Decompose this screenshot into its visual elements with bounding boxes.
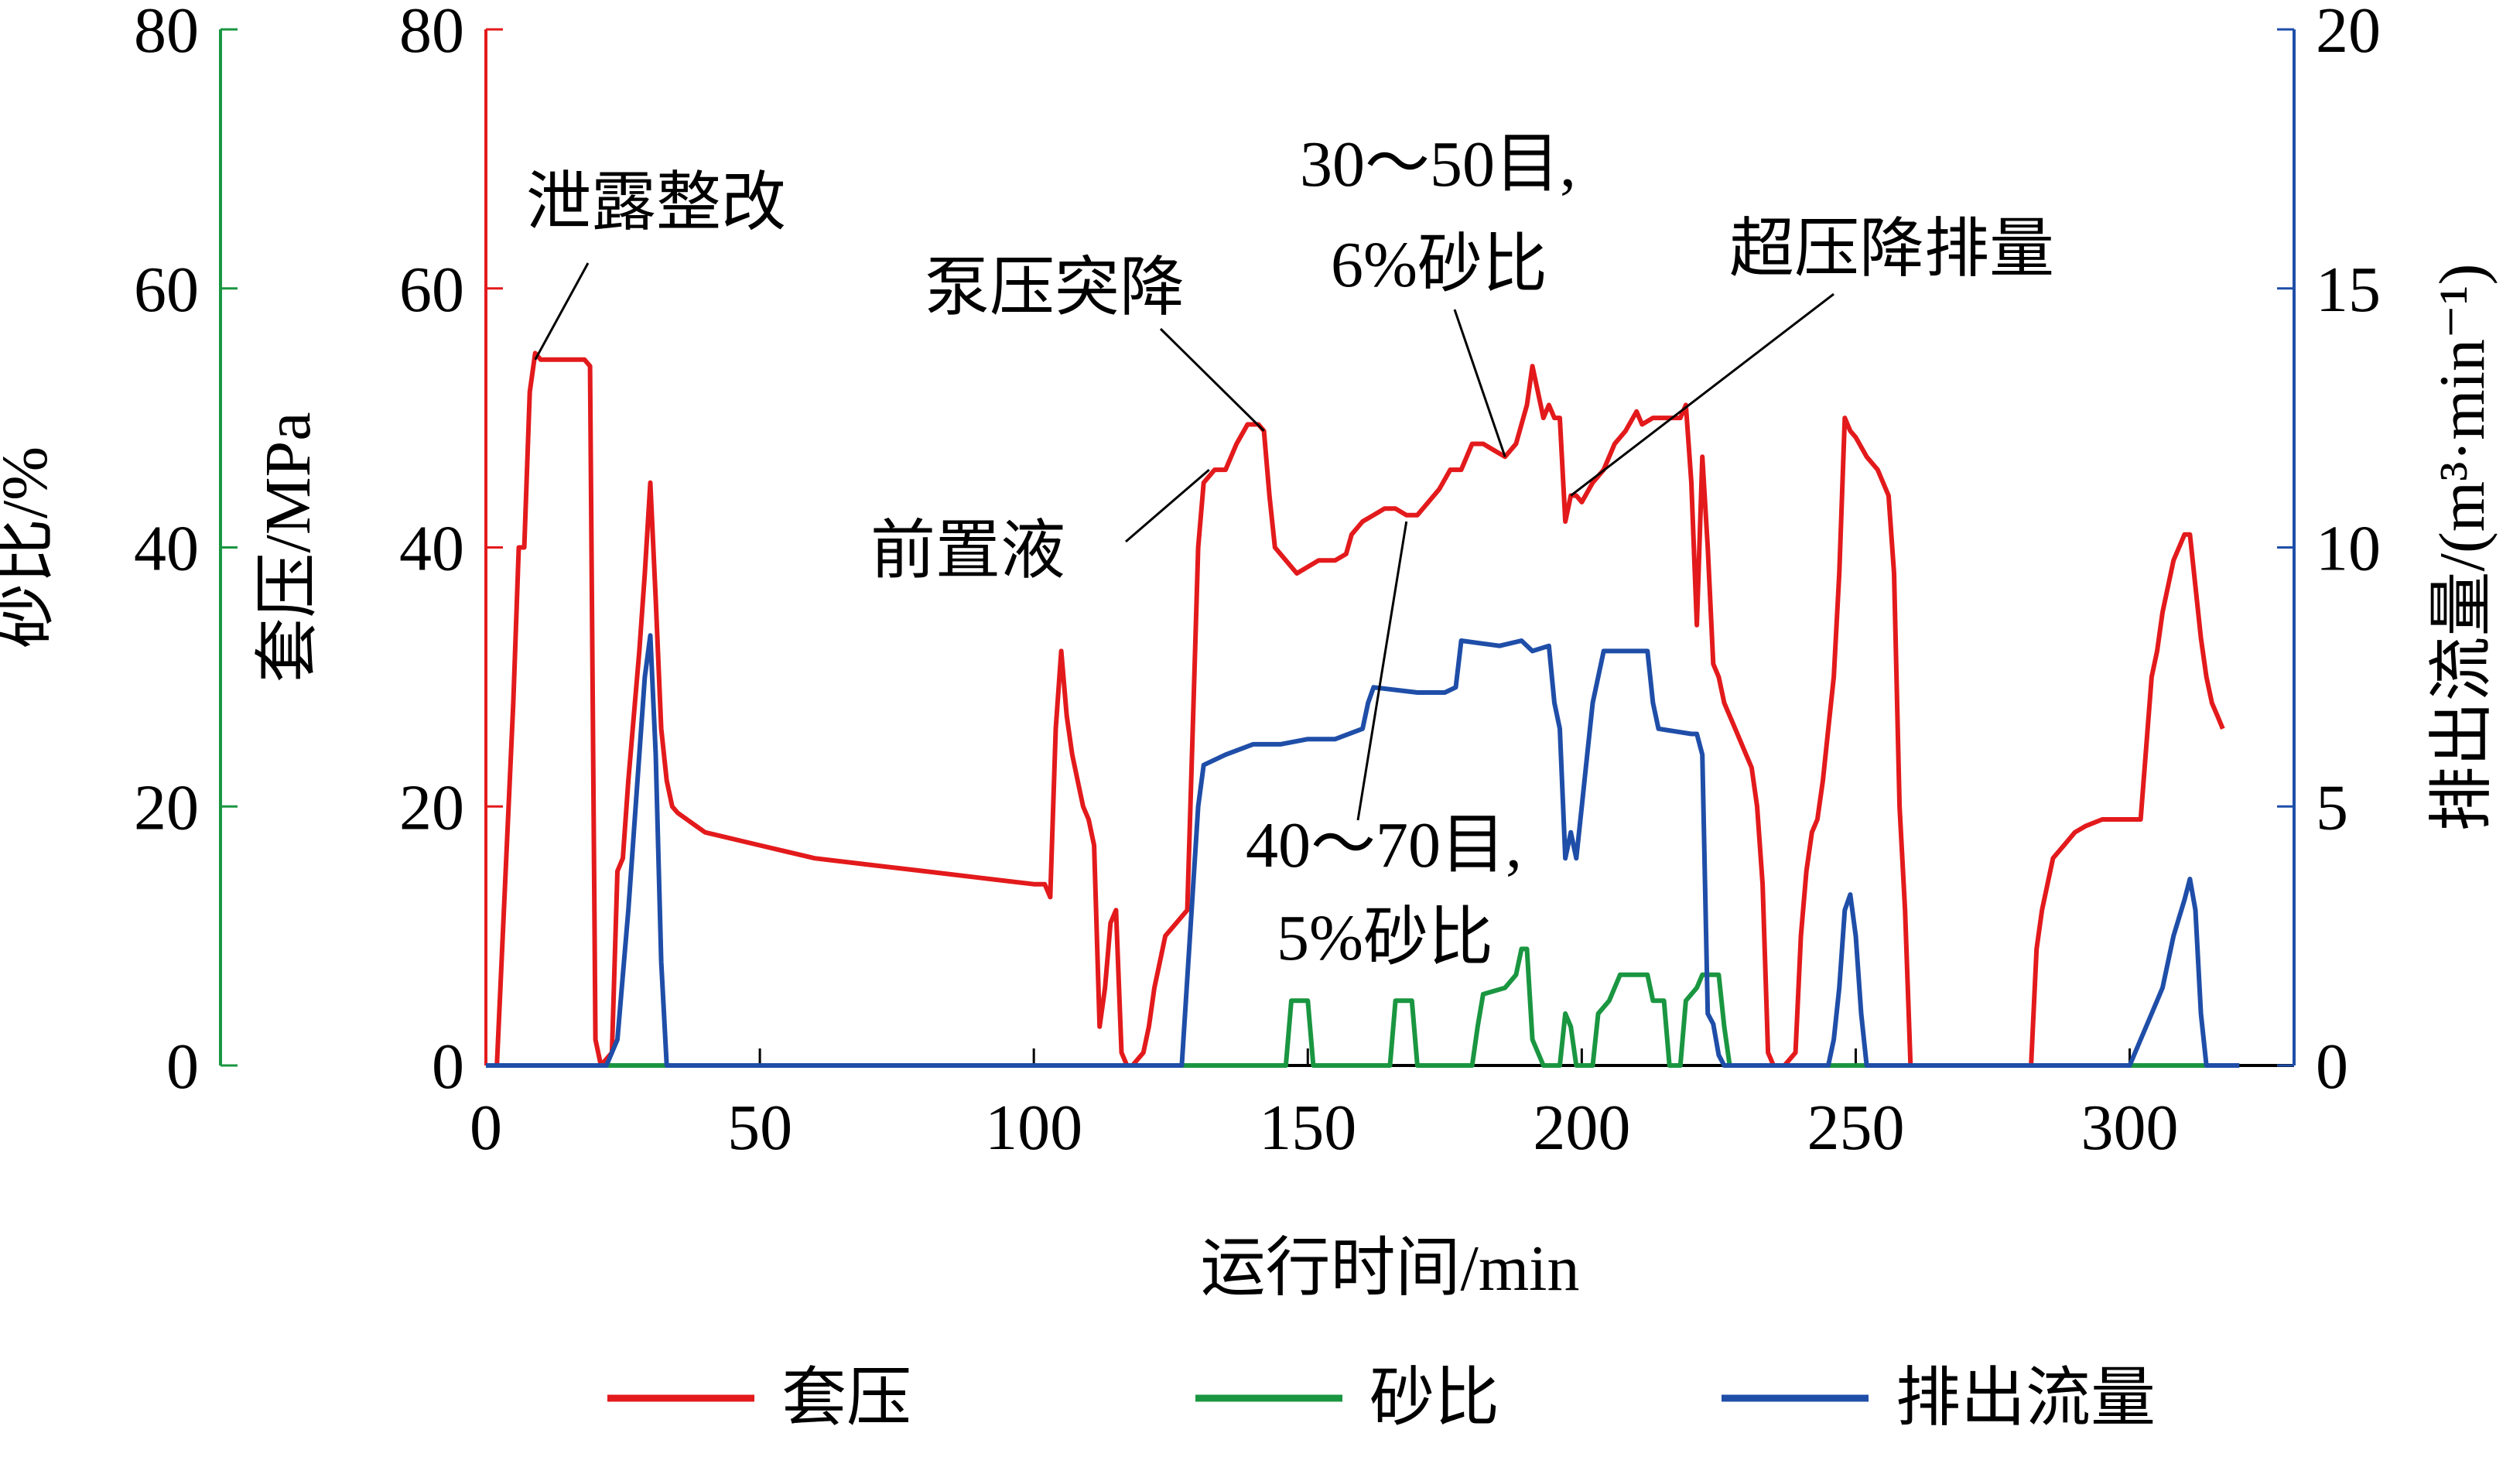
- flow-tick-label: 5: [2316, 771, 2348, 843]
- annotation-label: 40～70目,: [1246, 809, 1522, 881]
- annotation-label: 30～50目,: [1300, 128, 1576, 200]
- legend: 套压 砂比 排出流量: [607, 1363, 2156, 1435]
- x-tick-label: 150: [1259, 1092, 1356, 1164]
- flow-tick-label: 0: [2316, 1031, 2348, 1103]
- x-axis-title: 运行时间/min: [1200, 1233, 1579, 1305]
- annotation-label: 前置液: [870, 515, 1065, 587]
- x-tick-label: 0: [470, 1092, 502, 1164]
- pressure-tick-label: 0: [432, 1031, 464, 1103]
- series-layer: [486, 351, 2240, 1068]
- series-line-flow: [486, 633, 2240, 1068]
- sand-tick-label: 0: [166, 1031, 199, 1103]
- annotation-leader: [1453, 309, 1506, 457]
- pressure-tick-label: 40: [399, 513, 464, 585]
- annotation-label-line2: 6%砂比: [1331, 229, 1547, 301]
- flow-tick-label: 15: [2316, 254, 2381, 326]
- x-tick-label: 100: [985, 1092, 1082, 1164]
- annotation-label: 泄露整改: [526, 167, 786, 239]
- legend-label: 砂比: [1369, 1363, 1499, 1435]
- series-line-pressure: [494, 351, 2225, 1068]
- x-tick-label: 200: [1533, 1092, 1630, 1164]
- sand-tick-label: 60: [134, 254, 199, 326]
- annotation-leader: [1125, 468, 1210, 543]
- legend-label: 排出流量: [1896, 1363, 2156, 1435]
- flow-axis-title: 排出流量/(m³·min⁻¹): [2426, 264, 2498, 832]
- sand-axis-title: 砂比/%: [0, 446, 61, 648]
- sand-tick-label: 20: [134, 771, 199, 843]
- x-tick-label: 50: [727, 1092, 792, 1164]
- flow-tick-label: 10: [2316, 513, 2381, 585]
- axes-layer: 0 50 100 150 200 250 300运行时间/min020406080砂比/%0…: [0, 0, 2498, 1305]
- pressure-tick-label: 60: [399, 254, 464, 326]
- annotation-leader: [1570, 292, 1834, 497]
- annotation-leader: [534, 262, 590, 361]
- legend-label: 套压: [781, 1363, 911, 1435]
- annotation-leader: [1356, 521, 1408, 821]
- pressure-axis-title: 套压/MPa: [252, 412, 324, 682]
- x-tick-label: 300: [2081, 1092, 2179, 1164]
- annotation-leader: [1159, 327, 1265, 432]
- series-line-sand: [486, 946, 2240, 1068]
- annotation-label-line2: 5%砂比: [1277, 902, 1493, 974]
- sand-tick-label: 40: [134, 513, 199, 585]
- flow-tick-label: 20: [2316, 0, 2381, 67]
- annotation-label: 超压降排量: [1729, 214, 2054, 286]
- pressure-tick-label: 20: [399, 771, 464, 843]
- sand-tick-label: 80: [134, 0, 199, 67]
- pressure-tick-label: 80: [399, 0, 464, 67]
- annotation-label: 泵压突降: [925, 252, 1185, 324]
- x-tick-label: 250: [1807, 1092, 1904, 1164]
